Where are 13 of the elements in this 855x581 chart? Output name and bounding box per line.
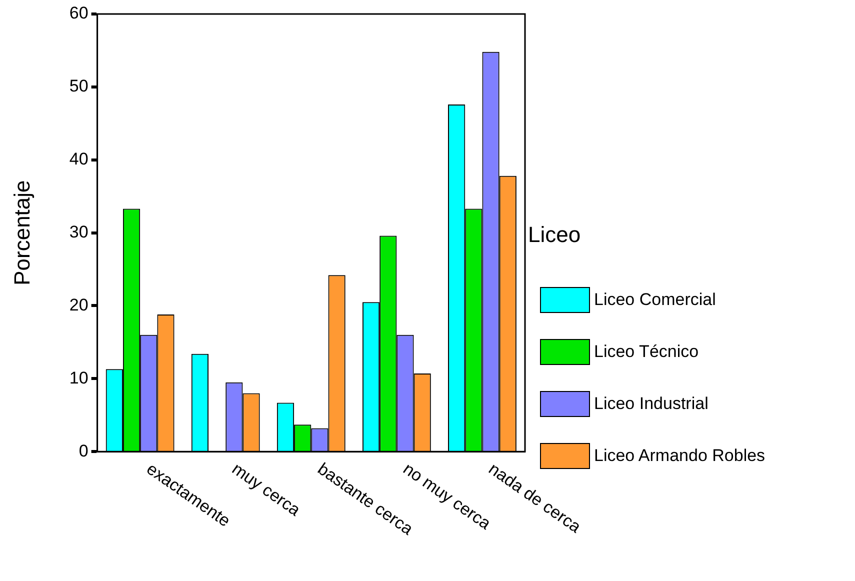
- y-tick-label: 40: [69, 150, 88, 169]
- y-tick-label: 60: [69, 4, 88, 23]
- legend-label: Liceo Técnico: [594, 342, 699, 362]
- legend-label: Liceo Comercial: [594, 290, 716, 310]
- y-tick-label: 20: [69, 295, 88, 314]
- legend-label: Liceo Armando Robles: [594, 446, 766, 466]
- y-tick-label: 30: [69, 222, 88, 242]
- y-tick-label: 0: [78, 441, 88, 460]
- y-axis-title: Porcentaje: [9, 180, 34, 286]
- y-tick-label: 10: [69, 368, 88, 388]
- legend-title: Liceo: [528, 222, 582, 248]
- legend-label: Liceo Industrial: [594, 394, 708, 414]
- y-tick-label: 50: [69, 76, 88, 96]
